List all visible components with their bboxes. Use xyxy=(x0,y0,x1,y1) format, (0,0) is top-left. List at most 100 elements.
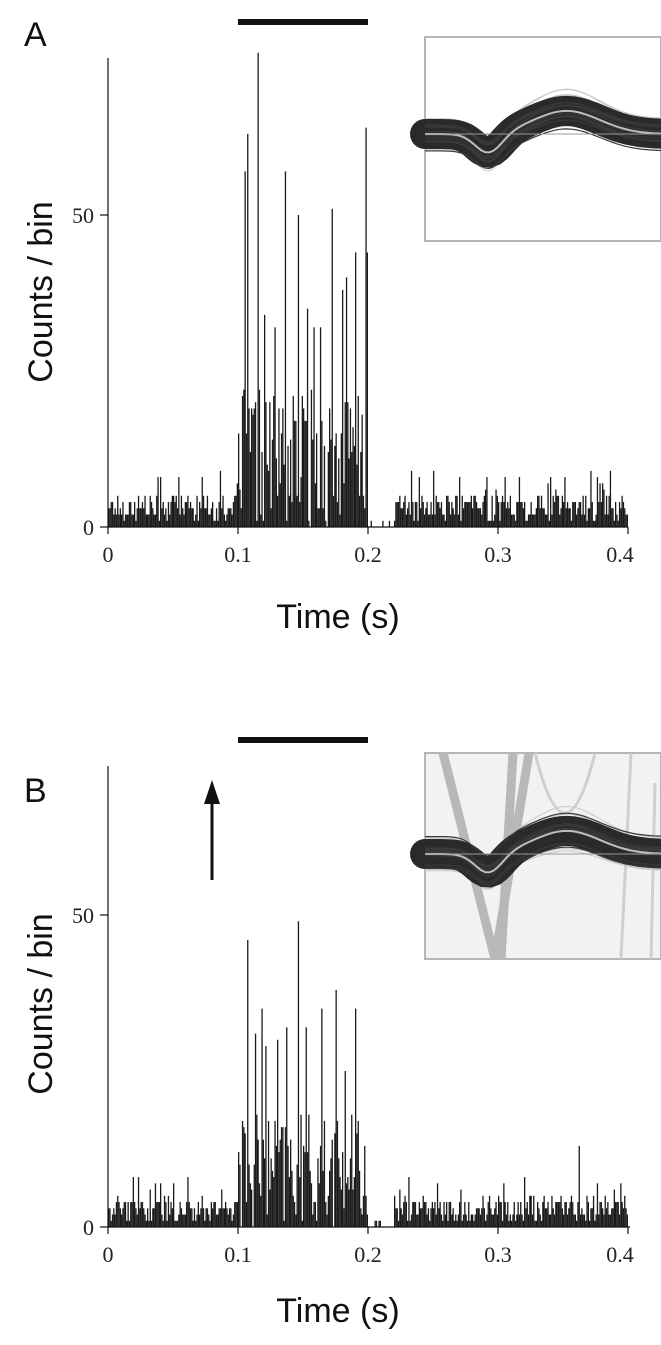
bar xyxy=(563,1214,565,1227)
bar xyxy=(559,514,561,527)
bar xyxy=(394,520,396,527)
bar xyxy=(299,502,301,527)
bar xyxy=(578,502,580,527)
bar xyxy=(505,508,508,527)
bar xyxy=(113,514,115,527)
bar xyxy=(599,483,601,527)
bar xyxy=(305,420,307,527)
bar xyxy=(399,495,401,527)
bar xyxy=(157,1202,159,1227)
bar xyxy=(188,1202,190,1227)
bar xyxy=(531,514,534,527)
bar xyxy=(564,1202,566,1227)
bar xyxy=(516,1214,518,1227)
bar xyxy=(365,1195,367,1227)
bar xyxy=(283,464,285,527)
bar xyxy=(352,427,354,527)
bar xyxy=(413,520,415,527)
bar xyxy=(201,477,203,527)
bar xyxy=(152,1208,154,1227)
bar xyxy=(304,420,306,527)
bar xyxy=(366,1214,368,1227)
bar xyxy=(139,508,141,527)
bar xyxy=(422,1195,424,1227)
bar xyxy=(486,477,488,527)
bar xyxy=(611,1208,613,1227)
bar xyxy=(348,1189,350,1227)
bar xyxy=(439,1202,441,1227)
bar xyxy=(178,477,180,527)
bar xyxy=(513,1202,515,1227)
bar xyxy=(239,1164,241,1227)
bar xyxy=(127,514,129,527)
bar xyxy=(192,508,194,527)
bar xyxy=(451,1214,453,1227)
bar xyxy=(566,1214,569,1227)
bar xyxy=(560,508,562,527)
bar xyxy=(357,1120,359,1227)
bar xyxy=(322,508,324,527)
bar xyxy=(452,508,454,527)
bar xyxy=(178,1214,180,1227)
bar xyxy=(485,489,487,527)
bar xyxy=(325,520,327,527)
bar xyxy=(347,1177,349,1227)
bar xyxy=(550,1214,552,1227)
bar xyxy=(301,395,303,527)
bar xyxy=(423,1202,426,1227)
bar xyxy=(626,514,628,527)
y-axis-title: Counts / bin xyxy=(22,913,60,1094)
bar xyxy=(413,1202,415,1227)
bar xyxy=(435,495,437,527)
waveform-trace-dark xyxy=(425,846,661,886)
bar xyxy=(514,1220,517,1227)
bar xyxy=(318,508,320,527)
bar xyxy=(555,489,557,527)
bar xyxy=(586,520,588,527)
bar xyxy=(134,502,136,527)
bar xyxy=(587,508,589,527)
bar xyxy=(222,1208,224,1227)
bar xyxy=(433,1208,435,1227)
bar xyxy=(431,1202,433,1227)
bar xyxy=(464,502,466,527)
bar xyxy=(314,1202,316,1227)
bar xyxy=(534,514,536,527)
bar xyxy=(192,1220,194,1227)
bar xyxy=(527,1214,530,1227)
bar xyxy=(414,1202,417,1227)
bar xyxy=(257,52,259,527)
bar xyxy=(622,502,625,527)
bar xyxy=(239,489,241,527)
bar xyxy=(126,514,128,527)
bar xyxy=(488,1195,491,1227)
bar xyxy=(251,408,253,527)
bar xyxy=(462,1214,465,1227)
bar xyxy=(154,514,157,527)
bar xyxy=(583,1214,586,1227)
x-tick-label-0-3: 0.3 xyxy=(484,542,512,567)
bar xyxy=(195,514,197,527)
bar xyxy=(150,502,153,527)
bar xyxy=(512,514,514,527)
bar xyxy=(127,1202,129,1227)
bar xyxy=(511,514,513,527)
bar xyxy=(215,508,218,527)
bar xyxy=(340,1189,342,1227)
bar xyxy=(526,1202,528,1227)
bar xyxy=(347,402,349,527)
bar xyxy=(408,502,410,527)
bar xyxy=(209,1220,211,1227)
bar xyxy=(403,502,405,527)
bar xyxy=(550,477,552,527)
bar xyxy=(339,1177,341,1227)
bar xyxy=(405,1202,407,1227)
bar xyxy=(204,1220,206,1227)
bar xyxy=(427,514,430,527)
bar xyxy=(322,1170,324,1227)
bar xyxy=(616,1202,618,1227)
bar xyxy=(448,1202,450,1227)
bar xyxy=(582,1214,584,1227)
panel-b: B 0 50 0 0.1 0.2 xyxy=(0,672,661,1344)
bar xyxy=(438,502,440,527)
